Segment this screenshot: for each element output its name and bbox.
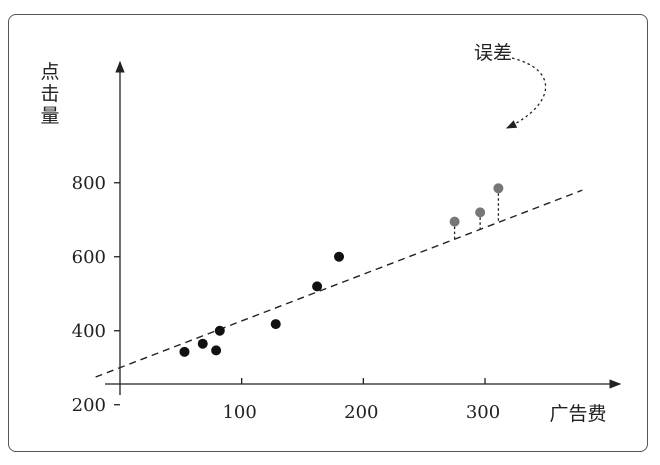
x-tick-label: 200 [344, 402, 378, 423]
chart-frame [8, 14, 648, 452]
error-data-point [475, 207, 486, 218]
data-point [179, 346, 190, 357]
x-axis-label: 广告费 [549, 403, 606, 425]
annotation-label: 误差 [474, 42, 512, 64]
y-tick-label: 600 [72, 247, 106, 268]
regression-line [95, 189, 583, 378]
y-tick-label: 800 [72, 173, 106, 194]
y-tick-label: 200 [72, 395, 106, 416]
data-point [214, 325, 225, 336]
data-point [270, 319, 281, 330]
x-tick-label: 100 [222, 402, 256, 423]
error-data-point [449, 216, 460, 227]
x-tick-label: 300 [466, 402, 500, 423]
data-point [312, 281, 323, 292]
data-point [334, 251, 345, 262]
annotation-arrow [506, 57, 547, 129]
data-point [211, 345, 222, 356]
y-tick-label: 400 [72, 321, 106, 342]
y-axis-label: 点击量 [40, 61, 59, 127]
data-point [197, 338, 208, 349]
error-data-point [493, 183, 504, 194]
